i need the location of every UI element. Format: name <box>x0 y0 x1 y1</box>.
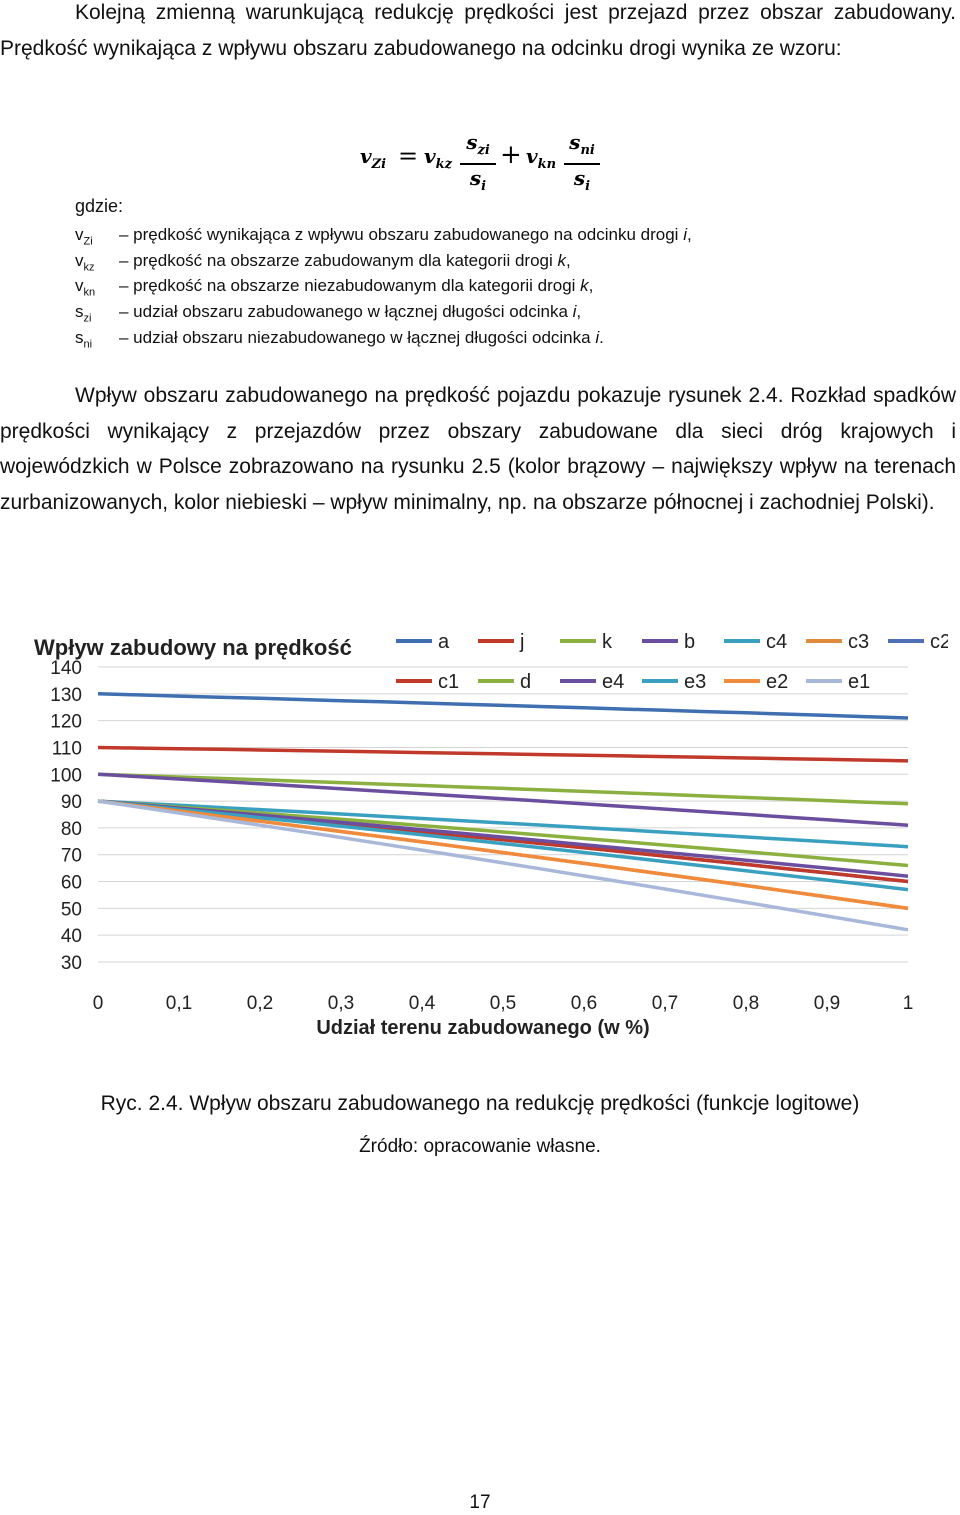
legend-label-e3: e3 <box>684 671 706 693</box>
x-tick-label: 0,8 <box>733 993 759 1014</box>
series-line-e2 <box>97 799 909 911</box>
intro-paragraph: Kolejną zmienną warunkującą redukcję prę… <box>0 1 956 60</box>
formula-plus: + <box>500 140 522 170</box>
definition-row: vkn – prędkość na obszarze niezabudowany… <box>75 273 795 299</box>
x-tick-label: 0,5 <box>490 993 516 1014</box>
symbol: vkz <box>75 250 95 274</box>
y-tick-label: 140 <box>50 658 82 679</box>
chart-title: Wpływ zabudowy na prędkość <box>34 635 352 660</box>
formula-term2: vkn <box>526 144 557 172</box>
series-line-b <box>97 772 909 827</box>
legend-label-j: j <box>519 631 524 653</box>
x-tick-label: 0 <box>93 993 104 1014</box>
legend-label-c3: c3 <box>848 631 869 653</box>
formula-fraction2: sni si <box>564 130 600 200</box>
x-tick-label: 0,2 <box>247 993 273 1014</box>
x-tick-label: 0,9 <box>814 993 840 1014</box>
y-tick-label: 40 <box>61 926 82 947</box>
series-line-k <box>97 772 909 806</box>
symbol: vkn <box>75 276 96 299</box>
y-tick-label: 60 <box>61 873 82 894</box>
y-tick-label: 80 <box>61 819 82 840</box>
y-tick-label: 100 <box>50 765 82 786</box>
y-tick-label: 130 <box>50 685 82 706</box>
x-tick-label: 0,1 <box>166 993 192 1014</box>
figure-caption: Ryc. 2.4. Wpływ obszaru zabudowanego na … <box>100 1092 860 1115</box>
speed-reduction-chart: 30 40 50 60 70 80 90 100 110 120 130 140 0 0,1 0,2 0,3 0… <box>28 625 951 1045</box>
definition-text: – prędkość wynikająca z wpływu obszaru z… <box>119 225 692 244</box>
symbol: szi <box>75 302 92 325</box>
formula-term1: vkz <box>424 144 453 172</box>
speed-formula: vZi = vkz szi si + vkn sni si <box>360 130 620 196</box>
series-line-c4 <box>97 799 909 849</box>
legend-label-e1: e1 <box>848 671 870 693</box>
series-line-e1 <box>97 799 909 932</box>
y-tick-label: 120 <box>50 712 82 733</box>
definition-row: szi – udział obszaru zabudowanego w łącz… <box>75 299 795 325</box>
legend-label-c2: c2 <box>930 631 948 653</box>
legend-label-a: a <box>438 631 450 653</box>
formula-lhs: vZi <box>360 144 387 172</box>
x-tick-label: 0,6 <box>571 993 597 1014</box>
series-line-e4 <box>97 799 909 878</box>
definition-text: – prędkość na obszarze niezabudowanym dl… <box>119 276 594 296</box>
definition-text: – prędkość na obszarze zabudowanym dla k… <box>119 250 571 270</box>
legend-label-c1: c1 <box>438 671 459 693</box>
body-paragraph: Wpływ obszaru zabudowanego na prędkość p… <box>0 384 956 514</box>
page-number: 17 <box>469 1492 491 1513</box>
series-line-a <box>97 692 909 720</box>
legend-label-k: k <box>602 631 613 653</box>
y-tick-label: 50 <box>61 899 82 920</box>
y-tick-label: 110 <box>52 738 82 759</box>
y-tick-label: 30 <box>61 953 82 974</box>
figure-source: Źródło: opracowanie własne. <box>359 1136 601 1157</box>
series-line-j <box>97 745 909 763</box>
symbol: vZi <box>75 225 93 248</box>
y-tick-label: 90 <box>61 792 82 813</box>
series-line-e3 <box>97 799 909 892</box>
definition-row: sni – udział obszaru niezabudowanego w ł… <box>75 325 795 351</box>
formula-equals: = <box>398 142 419 170</box>
x-tick-label: 0,3 <box>328 993 354 1014</box>
x-axis-title: Udział terenu zabudowanego (w %) <box>316 1017 649 1039</box>
legend-label-d: d <box>520 671 531 693</box>
x-tick-label: 0,4 <box>409 993 436 1014</box>
legend-label-e4: e4 <box>602 671 624 693</box>
definition-row: vZi – prędkość wynikająca z wpływu obsza… <box>75 222 795 248</box>
x-tick-label: 0,7 <box>652 993 678 1014</box>
x-tick-label: 1 <box>903 993 914 1014</box>
definition-row: vkz – prędkość na obszarze zabudowanym d… <box>75 248 795 274</box>
definition-text: – udział obszaru niezabudowanego w łączn… <box>119 327 604 347</box>
legend-label-b: b <box>684 631 695 653</box>
symbol-definitions: vZi – prędkość wynikająca z wpływu obsza… <box>75 222 795 350</box>
definition-text: – udział obszaru zabudowanego w łącznej … <box>119 302 582 322</box>
legend-label-e2: e2 <box>766 671 788 693</box>
where-label: gdzie: <box>75 196 124 216</box>
y-tick-label: 70 <box>61 846 82 867</box>
formula-fraction1: szi si <box>460 130 496 200</box>
symbol: sni <box>75 327 93 351</box>
legend-label-c4: c4 <box>766 631 787 653</box>
chart-svg: 30 40 50 60 70 80 90 100 110 120 130 140 0 0,1 0,2 0,3 0… <box>34 631 951 1039</box>
